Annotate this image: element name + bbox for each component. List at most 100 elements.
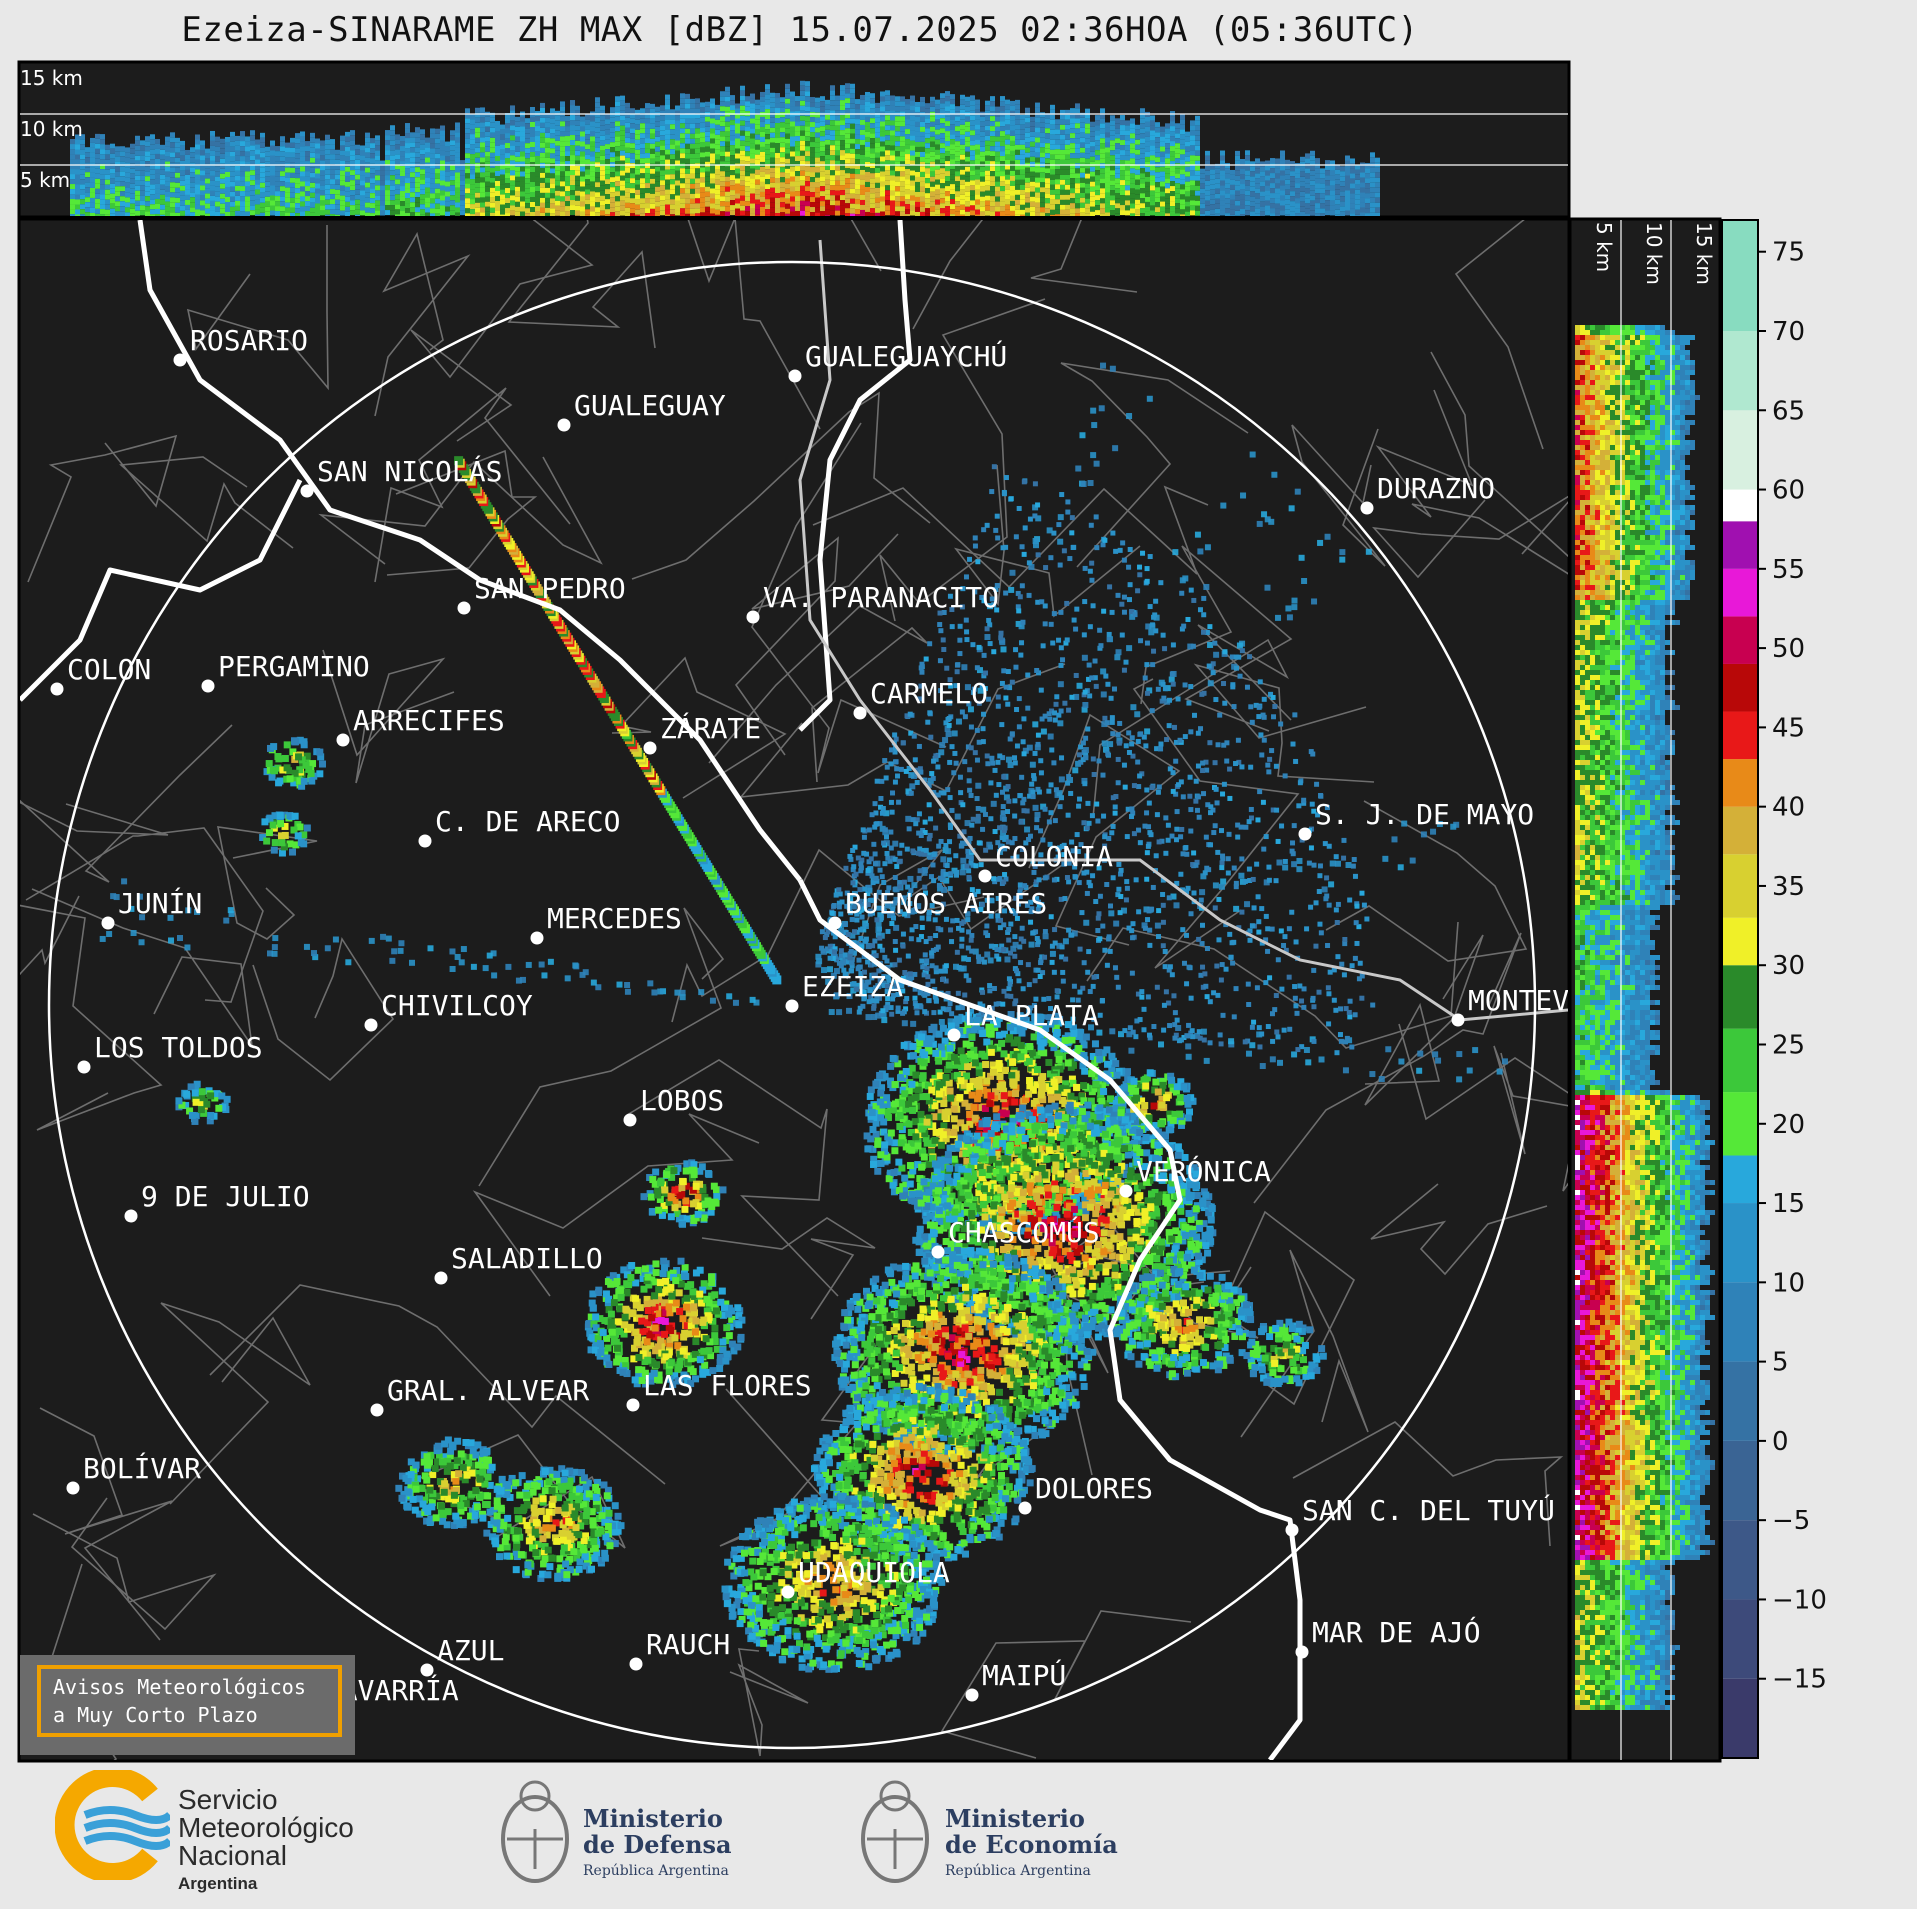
- city-marker[interactable]: [101, 916, 115, 930]
- city-marker[interactable]: [420, 1663, 434, 1677]
- radar-range-ring: [47, 260, 1537, 1750]
- city-marker[interactable]: [785, 999, 799, 1013]
- city-marker[interactable]: [1298, 827, 1312, 841]
- city-marker[interactable]: [643, 741, 657, 755]
- city-marker[interactable]: [50, 682, 64, 696]
- city-marker[interactable]: [336, 733, 350, 747]
- side-height-label-5: 5 km: [1592, 222, 1616, 272]
- city-marker[interactable]: [947, 1028, 961, 1042]
- defensa-logo-text: Ministerio de Defensa República Argentin…: [583, 1806, 732, 1884]
- colorbar-tick-label: 35: [1772, 872, 1805, 902]
- city-label: LA PLATA: [964, 999, 1099, 1032]
- city-marker[interactable]: [1360, 501, 1374, 515]
- city-marker[interactable]: [978, 869, 992, 883]
- colorbar-segment: [1722, 410, 1758, 490]
- city-label: MERCEDES: [547, 902, 682, 935]
- colorbar-segment: [1722, 1520, 1758, 1600]
- city-label: COLON: [67, 653, 151, 686]
- city-marker[interactable]: [931, 1245, 945, 1259]
- city-label: ARRECIFES: [353, 704, 505, 737]
- side-height-label-10: 10 km: [1642, 222, 1666, 285]
- city-marker[interactable]: [1285, 1523, 1299, 1537]
- economia-coat-of-arms-icon: [861, 1780, 929, 1883]
- city-marker[interactable]: [965, 1688, 979, 1702]
- city-marker[interactable]: [788, 369, 802, 383]
- city-label: UDAQUIOLA: [798, 1556, 950, 1589]
- city-marker[interactable]: [746, 610, 760, 624]
- colorbar-tick-label: 20: [1772, 1110, 1805, 1140]
- city-marker[interactable]: [418, 834, 432, 848]
- city-marker[interactable]: [434, 1271, 448, 1285]
- colorbar-segment: [1722, 711, 1758, 760]
- colorbar-segment: [1722, 489, 1758, 522]
- colorbar-segment: [1722, 1203, 1758, 1283]
- city-marker[interactable]: [1451, 1013, 1465, 1027]
- city-marker[interactable]: [66, 1481, 80, 1495]
- city-marker[interactable]: [173, 353, 187, 367]
- smn-line-4: Argentina: [178, 1870, 354, 1898]
- city-label: C. DE ARECO: [435, 805, 620, 838]
- city-marker[interactable]: [623, 1113, 637, 1127]
- colorbar-tick-label: 60: [1772, 476, 1805, 506]
- city-marker[interactable]: [370, 1403, 384, 1417]
- city-label: DURAZNO: [1377, 472, 1495, 505]
- colorbar-segment: [1722, 1678, 1758, 1758]
- defensa-line-1: Ministerio: [583, 1806, 732, 1832]
- city-marker[interactable]: [201, 679, 215, 693]
- colorbar-tick-label: 25: [1772, 1030, 1805, 1060]
- economia-line-3: República Argentina: [945, 1858, 1118, 1884]
- city-marker[interactable]: [77, 1060, 91, 1074]
- city-marker[interactable]: [124, 1209, 138, 1223]
- city-label: DOLORES: [1035, 1472, 1153, 1505]
- colorbar-tick-label: 30: [1772, 951, 1805, 981]
- city-marker[interactable]: [629, 1657, 643, 1671]
- chart-title: Ezeiza-SINARAME ZH MAX [dBZ] 15.07.2025 …: [0, 10, 1600, 50]
- city-label: MONTEVIDEO: [1468, 984, 1637, 1017]
- city-label: BOLÍVAR: [83, 1451, 201, 1485]
- city-marker[interactable]: [300, 484, 314, 498]
- city-marker[interactable]: [1119, 1184, 1133, 1198]
- colorbar-tick-label: 55: [1772, 555, 1805, 585]
- colorbar-tick-label: 5: [1772, 1348, 1789, 1378]
- side-cross-section: 5 km 10 km 15 km: [1568, 217, 1722, 1763]
- city-label: 9 DE JULIO: [141, 1180, 310, 1213]
- top-height-label-5: 5 km: [20, 168, 70, 192]
- city-label: BUENOS AIRES: [845, 887, 1047, 920]
- warning-label[interactable]: Avisos Meteorológicos a Muy Corto Plazo: [37, 1665, 342, 1737]
- city-label: COLONIA: [995, 840, 1113, 873]
- city-label: AZUL: [437, 1634, 504, 1667]
- city-label: GUALEGUAY: [574, 389, 726, 422]
- city-marker[interactable]: [853, 706, 867, 720]
- city-marker[interactable]: [530, 931, 544, 945]
- city-marker[interactable]: [781, 1585, 795, 1599]
- city-label: MAR DE AJÓ: [1312, 1615, 1481, 1649]
- city-label: PERGAMINO: [218, 650, 370, 683]
- warning-line-2: a Muy Corto Plazo: [53, 1701, 338, 1729]
- city-label: LOBOS: [640, 1084, 724, 1117]
- city-marker[interactable]: [1018, 1501, 1032, 1515]
- city-markers: ROSARIO GUALEGUAYCHÚ GUALEGUAY SAN NICOLÁS D…: [50, 324, 1637, 1717]
- warning-box[interactable]: [20, 1655, 355, 1755]
- colorbar-segment: [1722, 220, 1758, 331]
- warning-line-1: Avisos Meteorológicos: [53, 1673, 338, 1701]
- city-marker[interactable]: [457, 601, 471, 615]
- city-marker[interactable]: [828, 916, 842, 930]
- smn-logo-icon: [55, 1770, 170, 1880]
- city-marker[interactable]: [557, 418, 571, 432]
- top-cross-section: 15 km 10 km 5 km: [17, 60, 1571, 219]
- city-marker[interactable]: [626, 1398, 640, 1412]
- defensa-line-2: de Defensa: [583, 1832, 732, 1858]
- colorbar-tick-label: 15: [1772, 1189, 1805, 1219]
- colorbar-segment: [1722, 1092, 1758, 1156]
- colorbar-segment: [1722, 806, 1758, 855]
- colorbar-tick-label: −10: [1772, 1585, 1827, 1615]
- economia-line-2: de Economía: [945, 1832, 1118, 1858]
- colorbar-segment: [1722, 759, 1758, 807]
- city-marker[interactable]: [1295, 1645, 1309, 1659]
- city-marker[interactable]: [364, 1018, 378, 1032]
- colorbar-tick-label: 65: [1772, 396, 1805, 426]
- colorbar-segment: [1722, 521, 1758, 569]
- colorbar-segment: [1722, 1599, 1758, 1679]
- economia-logo-text: Ministerio de Economía República Argenti…: [945, 1806, 1118, 1884]
- economia-line-1: Ministerio: [945, 1806, 1118, 1832]
